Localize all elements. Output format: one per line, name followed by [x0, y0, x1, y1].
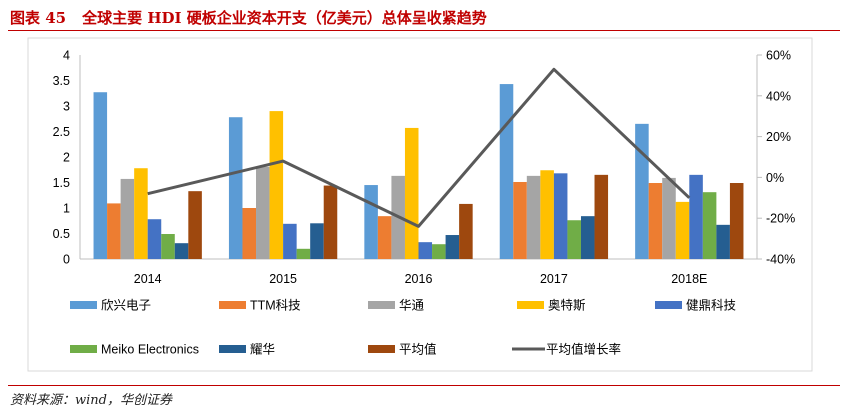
- bar-s8-2017: [594, 174, 609, 259]
- bar-s7-2016: [445, 235, 460, 259]
- x-tick-label: 2015: [269, 272, 297, 286]
- legend-label: TTM科技: [250, 299, 301, 313]
- legend-swatch: [219, 345, 246, 353]
- chart-title-text: 全球主要 HDI 硬板企业资本开支（亿美元）总体呈收紧趋势: [82, 9, 487, 27]
- legend-item: 平均值增长率: [512, 342, 621, 357]
- legend-label: 欣兴电子: [101, 299, 151, 313]
- legend-item: TTM科技: [219, 299, 301, 313]
- bar-s8-2014: [188, 191, 202, 259]
- bar-s4-2014: [134, 168, 148, 259]
- right-tick-label: -40%: [766, 253, 795, 267]
- legend-swatch: [517, 301, 544, 309]
- bar-s5-2017: [553, 173, 568, 259]
- legend-label: Meiko Electronics: [101, 343, 199, 357]
- growth-rate-line: [147, 67, 691, 228]
- legend-swatch: [368, 301, 395, 309]
- bar-s8-2018e: [729, 183, 744, 259]
- legend-item: Meiko Electronics: [70, 343, 199, 357]
- bar-s1-2016: [364, 185, 378, 259]
- bar-s3-2015: [256, 166, 270, 259]
- left-tick-label: 4: [63, 49, 70, 63]
- left-tick-label: 0.5: [53, 227, 70, 241]
- bar-s1-2015: [228, 117, 243, 259]
- legend-swatch: [368, 345, 395, 353]
- chart-title: 图表 45 全球主要 HDI 硬板企业资本开支（亿美元）总体呈收紧趋势: [10, 7, 487, 28]
- legend-item: 奥特斯: [517, 298, 586, 313]
- bar-s4-2015: [269, 111, 284, 259]
- right-tick-label: -20%: [766, 212, 795, 226]
- legend-label: 奥特斯: [548, 298, 586, 313]
- legend-label: 华通: [399, 298, 425, 313]
- bar-s2-2014: [107, 203, 121, 259]
- axes: 0 0.5 1 1.5 2 2.5 3 3.5 4 -40% -20% 0% 20% 40% 60% 2014…: [53, 49, 796, 287]
- bar-s1-2018e: [635, 123, 649, 259]
- bar-s2-2018e: [648, 183, 663, 259]
- bar-s5-2015: [283, 223, 297, 259]
- legend-swatch: [655, 301, 682, 309]
- bar-s7-2017: [580, 216, 595, 259]
- legend-item: 平均值: [368, 342, 437, 357]
- bar-group: [93, 84, 744, 260]
- legend-item: 华通: [368, 298, 425, 313]
- bar-s3-2014: [120, 178, 135, 259]
- bar-s6-2018e: [702, 192, 717, 259]
- bar-s2-2017: [513, 181, 527, 259]
- bar-s3-2018e: [662, 177, 676, 259]
- x-tick-label: 2016: [405, 272, 433, 286]
- bar-s4-2016: [404, 127, 419, 260]
- bar-s2-2015: [242, 208, 257, 259]
- left-tick-label: 0: [63, 253, 70, 267]
- legend-label: 耀华: [250, 342, 275, 357]
- bar-s7-2014: [174, 243, 189, 259]
- bar-s6-2016: [432, 244, 446, 259]
- bar-s8-2016: [459, 203, 473, 259]
- left-tick-label: 1: [63, 202, 70, 216]
- bar-s3-2017: [526, 175, 541, 259]
- right-tick-label: 20%: [766, 130, 791, 144]
- x-tick-label: 2017: [540, 272, 568, 286]
- left-tick-label: 1.5: [53, 176, 70, 190]
- legend-label: 健鼎科技: [686, 299, 737, 313]
- bar-s5-2014: [147, 219, 162, 259]
- bar-s4-2017: [540, 170, 554, 259]
- legend-label: 平均值增长率: [546, 342, 621, 357]
- legend-item: 耀华: [219, 342, 275, 357]
- bar-s1-2017: [499, 84, 514, 259]
- bar-s6-2015: [296, 248, 311, 259]
- bar-s5-2016: [418, 242, 433, 259]
- x-tick-label: 2018E: [671, 272, 707, 286]
- legend-item: 欣兴电子: [70, 299, 151, 313]
- bar-s6-2014: [161, 234, 175, 259]
- bar-s4-2018e: [675, 201, 690, 259]
- right-tick-label: 40%: [766, 89, 791, 103]
- legend-swatch: [70, 345, 97, 353]
- right-tick-label: 60%: [766, 49, 791, 63]
- legend-swatch: [219, 301, 246, 309]
- bar-s2-2016: [377, 216, 392, 259]
- source-note: 资料来源：wind，华创证券: [10, 393, 172, 408]
- chart-frame: [27, 37, 813, 372]
- line-group: [147, 67, 691, 228]
- bar-s6-2017: [567, 220, 581, 259]
- bar-s7-2018e: [716, 224, 730, 259]
- legend-item: 健鼎科技: [655, 299, 737, 313]
- left-tick-label: 3: [63, 100, 70, 114]
- left-tick-label: 3.5: [53, 74, 70, 88]
- bar-s8-2015: [323, 185, 338, 259]
- left-tick-label: 2: [63, 151, 70, 165]
- figure-label: 图表 45: [10, 9, 67, 27]
- x-tick-label: 2014: [134, 272, 162, 286]
- legend: 欣兴电子 TTM科技 华通 奥特斯 健鼎科技 Meiko Electronics 耀华 平均值…: [70, 298, 737, 357]
- source-rule: [8, 385, 840, 386]
- right-tick-label: 0%: [766, 171, 784, 185]
- legend-swatch: [70, 301, 97, 309]
- bar-s5-2018e: [689, 174, 703, 259]
- left-tick-label: 2.5: [53, 125, 70, 139]
- bar-s7-2015: [310, 223, 324, 259]
- bar-s1-2014: [93, 92, 108, 259]
- title-rule: [8, 30, 840, 31]
- legend-label: 平均值: [399, 342, 437, 357]
